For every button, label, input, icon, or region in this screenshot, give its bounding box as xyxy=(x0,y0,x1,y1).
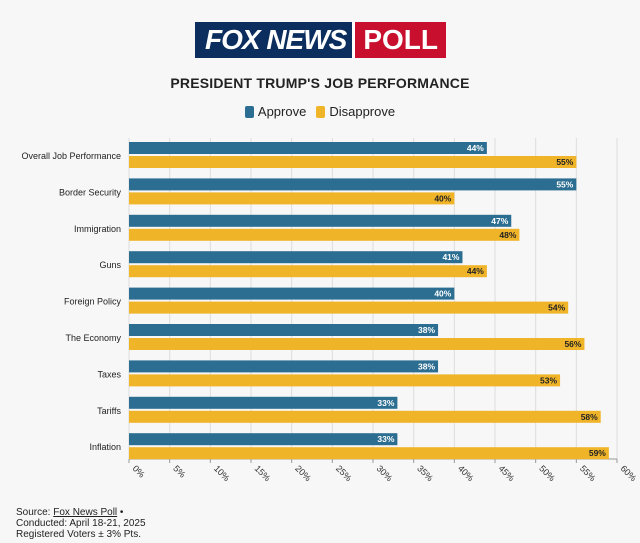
conducted-line: Conducted: April 18-21, 2025 xyxy=(16,518,146,529)
x-tick-label: 55% xyxy=(578,463,598,483)
bar-approve xyxy=(129,324,439,336)
data-label-disapprove: 56% xyxy=(564,339,581,349)
x-tick-label: 15% xyxy=(253,463,273,483)
category-label: Overall Job Performance xyxy=(21,151,121,161)
data-label-approve: 38% xyxy=(418,325,435,335)
source-link[interactable]: Fox News Poll xyxy=(53,507,118,518)
source-line: Source: Fox News Poll • xyxy=(16,507,146,518)
bar-disapprove xyxy=(129,265,487,278)
x-tick-label: 35% xyxy=(415,463,435,483)
x-tick-label: 50% xyxy=(537,463,557,483)
category-label: Border Security xyxy=(59,187,122,197)
data-label-disapprove: 48% xyxy=(499,230,516,240)
source-suffix: • xyxy=(117,507,124,518)
bar-disapprove xyxy=(129,301,569,314)
bar-disapprove xyxy=(129,374,561,387)
logo-poll: POLL xyxy=(352,22,447,58)
data-label-disapprove: 58% xyxy=(581,412,598,422)
bar-approve xyxy=(129,396,398,409)
x-tick-label: 60% xyxy=(619,463,639,483)
category-label: Foreign Policy xyxy=(64,297,122,307)
data-label-disapprove: 53% xyxy=(540,375,557,385)
fox-news-poll-logo: FOX NEWS POLL xyxy=(195,22,447,58)
bar-approve xyxy=(129,142,487,154)
bar-disapprove xyxy=(129,228,520,241)
bar-approve xyxy=(129,251,463,264)
bar-chart: 0% 5% 10% 15% 20% 25% 30% 35% 40% 45% 50% 55% 60% Ove… xyxy=(21,138,639,483)
bar-approve xyxy=(129,287,455,300)
legend-label-disapprove: Disapprove xyxy=(329,104,396,119)
voters-line: Registered Voters ± 3% Pts. xyxy=(16,529,141,540)
bar-disapprove xyxy=(129,338,585,350)
category-label: Tariffs xyxy=(97,406,121,416)
chart-title: PRESIDENT TRUMP'S JOB PERFORMANCE xyxy=(170,75,470,91)
category-label: Immigration xyxy=(74,224,121,234)
data-label-approve: 44% xyxy=(467,143,484,153)
data-label-approve: 40% xyxy=(434,289,451,299)
data-label-disapprove: 55% xyxy=(556,157,573,167)
bar-disapprove xyxy=(129,156,577,168)
bar-approve xyxy=(129,178,577,191)
category-label: The Economy xyxy=(65,333,121,343)
bar-disapprove xyxy=(129,192,455,205)
data-label-approve: 38% xyxy=(418,361,435,371)
x-tick-label: 20% xyxy=(293,463,313,483)
bar-approve xyxy=(129,214,512,227)
data-label-disapprove: 54% xyxy=(548,303,565,313)
x-tick-label: 30% xyxy=(375,463,395,483)
bar-disapprove xyxy=(129,410,601,423)
data-label-approve: 41% xyxy=(442,252,459,262)
x-tick-label: 40% xyxy=(456,463,476,483)
data-label-disapprove: 40% xyxy=(434,193,451,203)
source-prefix: Source: xyxy=(16,507,54,518)
category-label: Guns xyxy=(99,260,121,270)
data-label-approve: 33% xyxy=(377,398,394,408)
category-label: Inflation xyxy=(89,442,121,452)
legend-item-disapprove[interactable]: Disapprove xyxy=(316,104,395,119)
logo-fox-news: FOX NEWS xyxy=(195,22,353,58)
x-tick-label: 5% xyxy=(171,463,187,479)
data-label-approve: 47% xyxy=(491,216,508,226)
chart-legend: Approve Disapprove xyxy=(0,104,640,119)
x-tick-label: 25% xyxy=(334,463,354,483)
data-label-approve: 33% xyxy=(377,434,394,444)
x-tick-label: 0% xyxy=(131,463,147,479)
data-label-disapprove: 59% xyxy=(589,448,606,458)
data-label-disapprove: 44% xyxy=(467,266,484,276)
legend-label-approve: Approve xyxy=(257,104,307,119)
legend-item-approve[interactable]: Approve xyxy=(244,104,307,119)
x-tick-label: 45% xyxy=(497,463,517,483)
bar-approve xyxy=(129,433,398,446)
chart-footer: Source: Fox News Poll • Conducted: April… xyxy=(16,507,146,540)
category-label: Taxes xyxy=(97,369,121,379)
legend-swatch-disapprove xyxy=(316,105,326,118)
bar-approve xyxy=(129,360,439,373)
data-label-approve: 55% xyxy=(556,179,573,189)
x-tick-label: 10% xyxy=(212,463,232,483)
legend-swatch-approve xyxy=(244,105,254,118)
bar-disapprove xyxy=(129,447,609,460)
